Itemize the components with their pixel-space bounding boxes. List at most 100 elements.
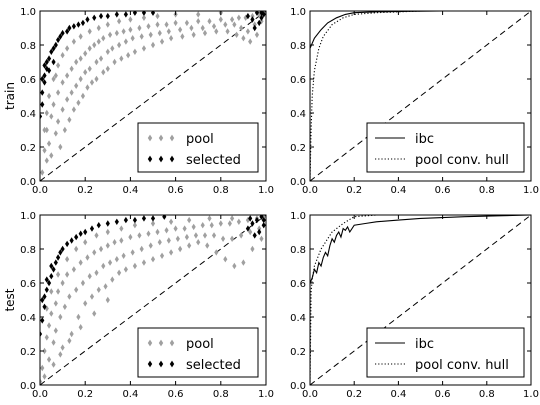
data-point-pool	[105, 48, 110, 55]
data-point-selected	[89, 225, 95, 232]
x-tick-label: 0.2	[346, 389, 362, 400]
y-tick-label: 0.2	[290, 347, 306, 358]
data-point-pool	[230, 16, 235, 23]
x-tick-label: 0.8	[479, 389, 495, 400]
data-point-selected	[65, 28, 70, 35]
data-point-pool	[114, 29, 119, 37]
train-scatter-frame	[39, 10, 267, 182]
data-point-pool	[184, 233, 189, 241]
data-point-selected	[132, 216, 137, 224]
legend-marker-pool	[169, 134, 175, 142]
data-point-selected	[40, 296, 45, 304]
data-point-selected	[56, 36, 61, 44]
data-point-pool	[164, 21, 169, 28]
data-point-selected	[49, 48, 54, 55]
train-scatter-plot-area	[40, 11, 266, 181]
series-selected	[40, 11, 266, 120]
data-point-pool	[89, 79, 95, 86]
data-point-pool	[56, 89, 61, 96]
data-point-pool	[132, 222, 137, 229]
data-point-pool	[110, 45, 115, 52]
legend-label-pool-conv-hull: pool conv. hull	[415, 358, 509, 373]
data-point-pool	[123, 266, 128, 273]
data-point-selected	[40, 89, 45, 96]
data-point-pool	[239, 232, 244, 239]
test-scatter-frame	[39, 214, 267, 386]
train-scatter-panel: 0.0 0.2 0.4 0.6 0.8 1.0 0.0 0.2 0.4 0.6 0.8 1.0 trai…	[3, 7, 274, 196]
data-point-pool	[92, 310, 97, 317]
legend-label-ibc: ibc	[415, 337, 434, 352]
data-point-pool	[67, 293, 72, 300]
data-point-selected	[78, 230, 83, 237]
data-point-pool	[252, 21, 257, 28]
x-tick-label: 0.8	[479, 185, 495, 196]
legend-marker-pool	[169, 339, 175, 347]
data-point-pool	[202, 232, 208, 239]
legend-label-selected: selected	[186, 153, 241, 168]
data-point-selected	[60, 245, 65, 253]
data-point-pool	[157, 29, 162, 37]
data-point-pool	[250, 245, 255, 253]
data-point-pool	[69, 89, 74, 96]
x-tick-label: 0.2	[77, 389, 93, 400]
data-point-pool	[46, 92, 52, 100]
data-point-selected	[245, 225, 250, 232]
data-point-selected	[150, 215, 156, 222]
data-point-pool	[232, 21, 237, 28]
data-point-selected	[261, 216, 266, 224]
y-tick-label: 1.0	[20, 211, 36, 222]
data-point-pool	[40, 378, 43, 385]
y-tick-label: 1.0	[290, 7, 306, 18]
data-point-selected	[44, 58, 49, 66]
data-point-pool	[196, 239, 201, 246]
data-point-selected	[40, 317, 45, 324]
data-point-selected	[141, 11, 147, 16]
data-point-pool	[87, 273, 92, 280]
data-point-selected	[42, 79, 47, 86]
data-point-pool	[89, 293, 95, 300]
data-point-pool	[105, 242, 110, 249]
data-point-selected	[42, 72, 47, 79]
data-point-pool	[173, 19, 178, 27]
y-tick-label: 1.0	[20, 7, 36, 18]
data-point-pool	[78, 33, 83, 40]
data-point-pool	[101, 262, 106, 270]
data-point-pool	[214, 28, 219, 35]
data-point-selected	[40, 113, 43, 120]
x-tick-label: 0.2	[77, 185, 93, 196]
data-point-pool	[128, 16, 133, 23]
data-point-pool	[180, 33, 185, 40]
data-point-pool	[128, 233, 133, 241]
data-point-pool	[130, 35, 135, 42]
data-point-pool	[42, 373, 47, 380]
train-scatter-legend: pool selected	[137, 122, 259, 173]
data-point-pool	[40, 169, 45, 176]
data-point-pool	[189, 24, 194, 32]
data-point-pool	[44, 126, 49, 134]
legend-marker-pool	[158, 339, 164, 347]
data-point-pool	[69, 65, 74, 72]
data-point-selected	[76, 21, 81, 28]
data-point-selected	[105, 220, 110, 227]
data-point-pool	[60, 52, 65, 59]
data-point-pool	[53, 130, 58, 137]
data-point-pool	[44, 334, 49, 341]
legend-box	[366, 122, 525, 173]
x-tick-label: 1.0	[523, 389, 539, 400]
data-point-selected	[96, 222, 101, 229]
y-tick-label: 0.8	[20, 245, 36, 256]
series-selected	[40, 215, 266, 338]
train-roc-legend: ibc pool conv. hull	[366, 122, 525, 173]
data-point-pool	[53, 300, 58, 307]
data-point-pool	[83, 69, 88, 76]
data-point-pool	[132, 262, 137, 270]
data-point-pool	[103, 283, 108, 290]
data-point-pool	[245, 28, 250, 35]
data-point-pool	[51, 361, 56, 368]
data-point-selected	[44, 276, 49, 283]
data-point-selected	[114, 218, 119, 225]
test-roc-legend: ibc pool conv. hull	[366, 327, 525, 378]
data-point-selected	[46, 55, 52, 62]
data-point-pool	[121, 28, 126, 35]
x-tick-label: 0.8	[213, 389, 229, 400]
